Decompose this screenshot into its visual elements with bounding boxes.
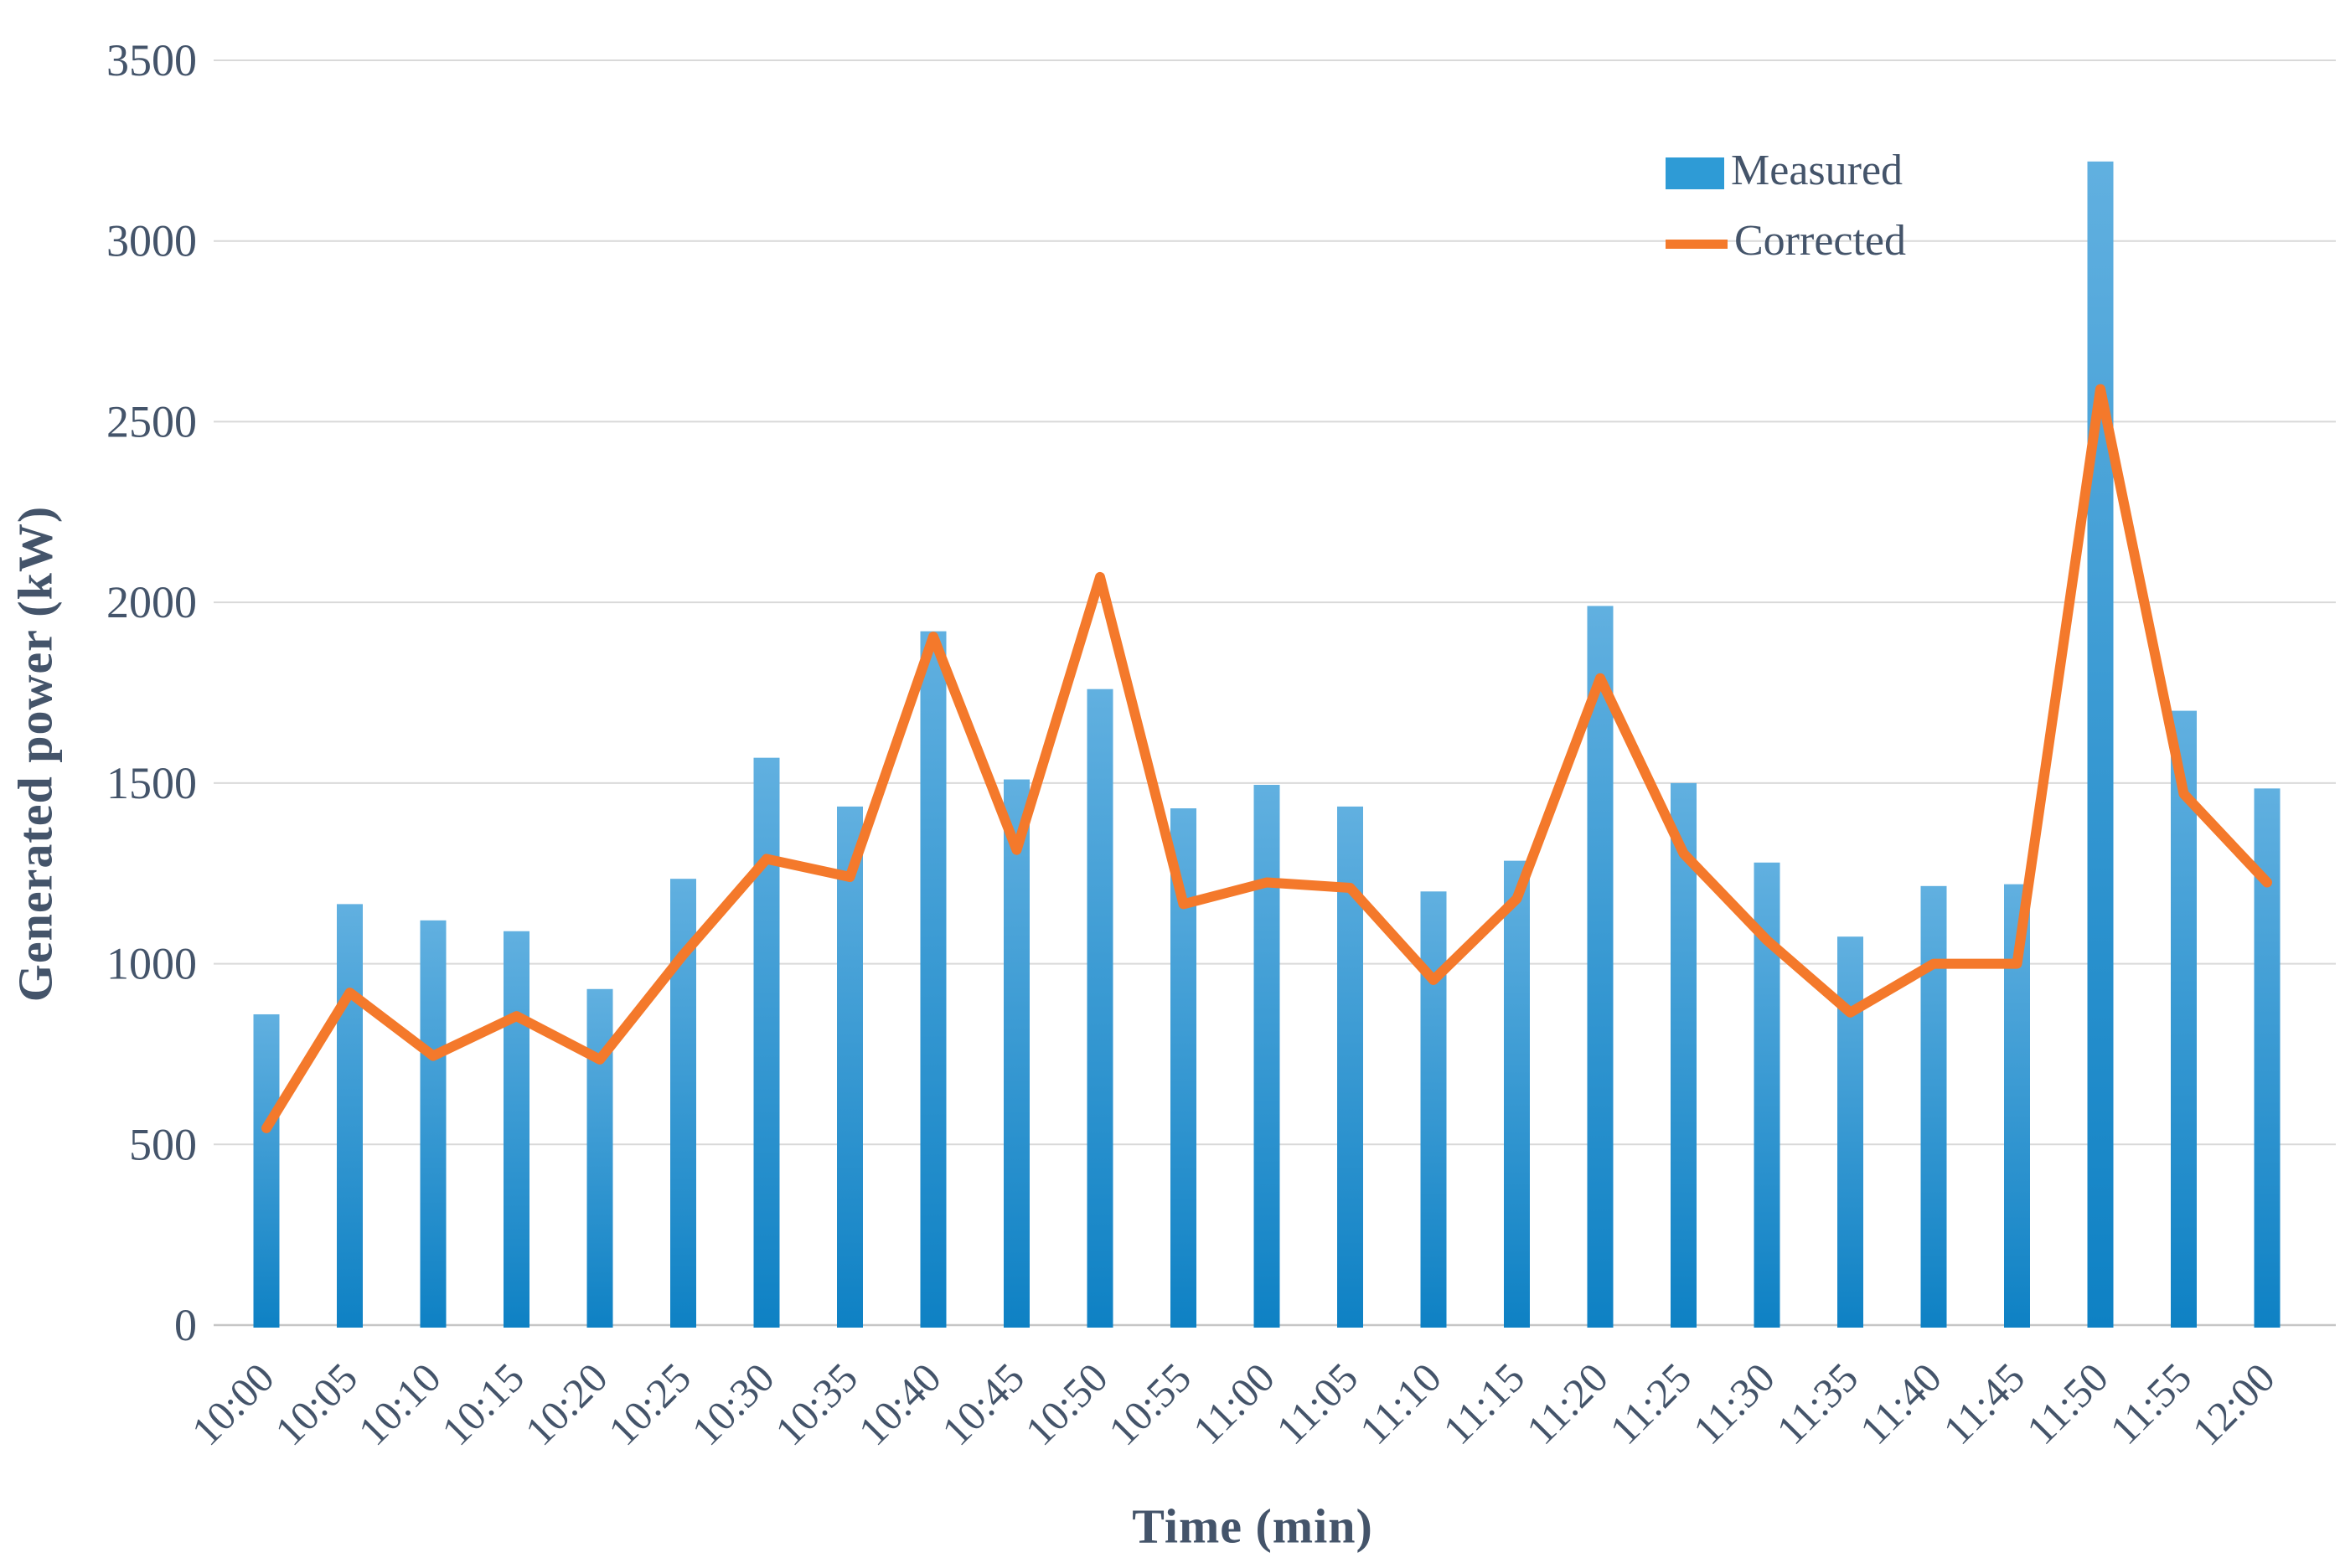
x-tick-label-10:50: 10:50 [1016,1354,1117,1454]
bar-measured-11:25 [1671,782,1697,1328]
x-tick-label-11:35: 11:35 [1767,1354,1867,1453]
bar-measured-11:00 [1253,785,1280,1328]
bar-measured-11:35 [1837,936,1863,1328]
x-tick-label-10:20: 10:20 [516,1354,617,1454]
bar-measured-11:15 [1504,860,1530,1328]
bar-measured-11:50 [2087,161,2114,1328]
x-tick-label-10:40: 10:40 [850,1354,950,1454]
x-tick-label-11:45: 11:45 [1934,1354,2033,1453]
x-tick-label-11:55: 11:55 [2100,1354,2200,1453]
x-tick-label-11:40: 11:40 [1851,1354,1950,1453]
x-tick-label-11:15: 11:15 [1433,1354,1533,1453]
x-tick-label-10:00: 10:00 [183,1354,283,1454]
legend-item-corrected: Corrected [1666,219,1906,268]
bar-measured-10:40 [920,631,947,1328]
corrected-line [261,384,2272,1133]
x-tick-label-11:05: 11:05 [1267,1354,1366,1453]
bar-measured-11:55 [2171,710,2197,1328]
bar-measured-10:15 [504,931,529,1328]
legend: Measured Corrected [1666,149,1906,268]
y-tick-label-3500: 3500 [106,35,197,85]
x-tick-label-11:00: 11:00 [1184,1354,1284,1453]
x-tick-label-11:50: 11:50 [2017,1354,2117,1453]
bar-measured-11:40 [1920,885,1947,1328]
x-tick-label-10:55: 10:55 [1099,1354,1200,1454]
legend-item-measured: Measured [1666,149,1906,198]
x-tick-label-11:30: 11:30 [1684,1354,1784,1453]
x-tick-label-10:10: 10:10 [349,1354,450,1454]
bar-measured-10:00 [253,1014,280,1328]
x-tick-label-10:30: 10:30 [683,1354,783,1454]
y-tick-label-2000: 2000 [106,577,197,627]
x-tick-label-11:25: 11:25 [1600,1354,1700,1453]
legend-label-corrected: Corrected [1734,217,1907,265]
x-tick-label-10:25: 10:25 [599,1354,700,1454]
bar-measured-10:45 [1004,779,1030,1328]
y-tick-label-0: 0 [174,1300,197,1350]
legend-label-measured: Measured [1731,147,1904,194]
bar-measured-10:20 [586,988,613,1328]
x-tick-label-10:45: 10:45 [932,1354,1033,1454]
y-tick-label-1000: 1000 [106,939,197,989]
y-tick-label-500: 500 [129,1119,197,1169]
bar-measured-10:30 [753,757,780,1328]
bar-measured-10:35 [837,806,863,1328]
corrected-line-swatch-icon [1666,239,1728,249]
bar-measured-11:10 [1420,891,1447,1328]
bar-measured-10:10 [420,920,447,1328]
y-axis-title: Generated power (kW) [8,505,63,1003]
x-tick-label-10:35: 10:35 [766,1354,866,1454]
bar-measured-10:05 [337,904,363,1328]
measured-bar-swatch-icon [1666,157,1724,189]
y-tick-label-1500: 1500 [106,758,197,808]
bar-measured-10:50 [1087,689,1113,1328]
x-tick-label-12:00: 12:00 [2183,1354,2284,1454]
x-axis-title: Time (min) [1132,1498,1373,1554]
x-tick-label-11:10: 11:10 [1351,1354,1450,1453]
x-tick-label-11:20: 11:20 [1517,1354,1617,1453]
y-tick-label-3000: 3000 [106,216,197,266]
x-tick-label-10:15: 10:15 [432,1354,533,1454]
bar-measured-11:20 [1587,606,1614,1328]
x-tick-label-10:05: 10:05 [266,1354,366,1454]
y-tick-label-2500: 2500 [106,396,197,446]
